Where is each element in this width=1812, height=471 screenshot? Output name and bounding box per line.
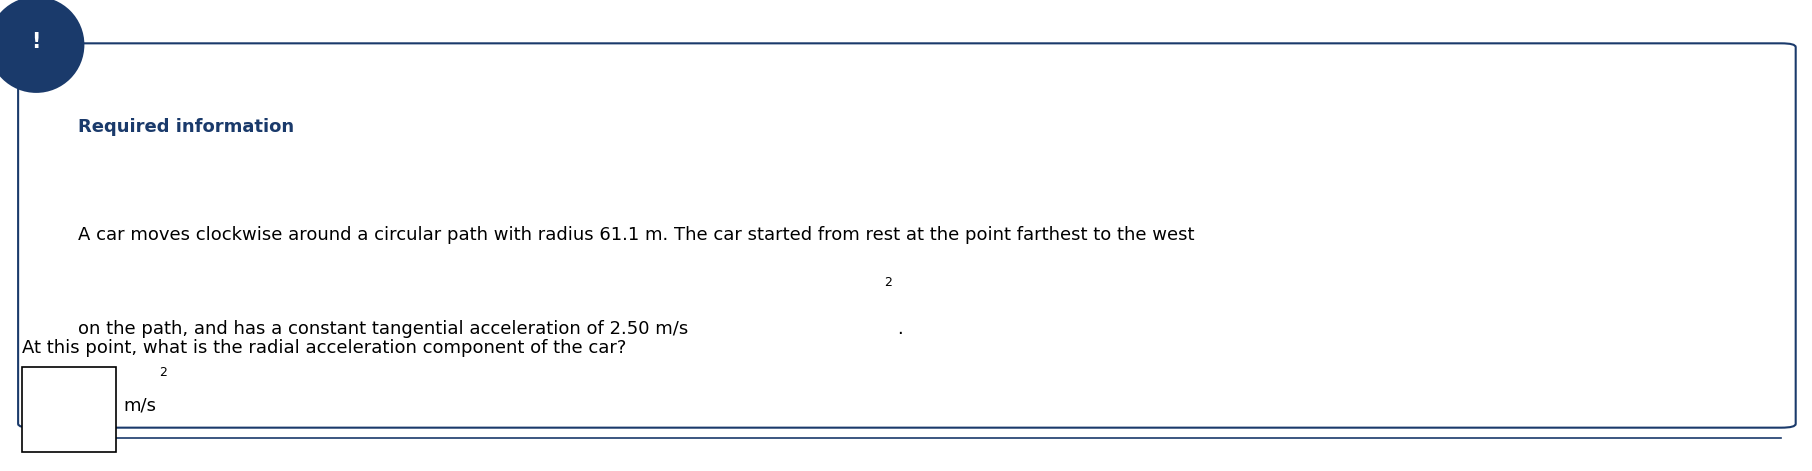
Text: !: !	[31, 32, 42, 52]
Text: A car moves clockwise around a circular path with radius 61.1 m. The car started: A car moves clockwise around a circular …	[78, 226, 1194, 244]
Text: Required information: Required information	[78, 118, 294, 136]
Ellipse shape	[0, 0, 83, 92]
Text: on the path, and has a constant tangential acceleration of 2.50 m/s: on the path, and has a constant tangenti…	[78, 320, 689, 338]
FancyBboxPatch shape	[22, 367, 116, 452]
Text: .: .	[897, 320, 902, 338]
FancyBboxPatch shape	[18, 43, 1796, 428]
Text: At this point, what is the radial acceleration component of the car?: At this point, what is the radial accele…	[22, 339, 627, 357]
Text: 2: 2	[884, 276, 892, 289]
Text: 2: 2	[159, 365, 167, 379]
Text: m/s: m/s	[123, 396, 156, 414]
